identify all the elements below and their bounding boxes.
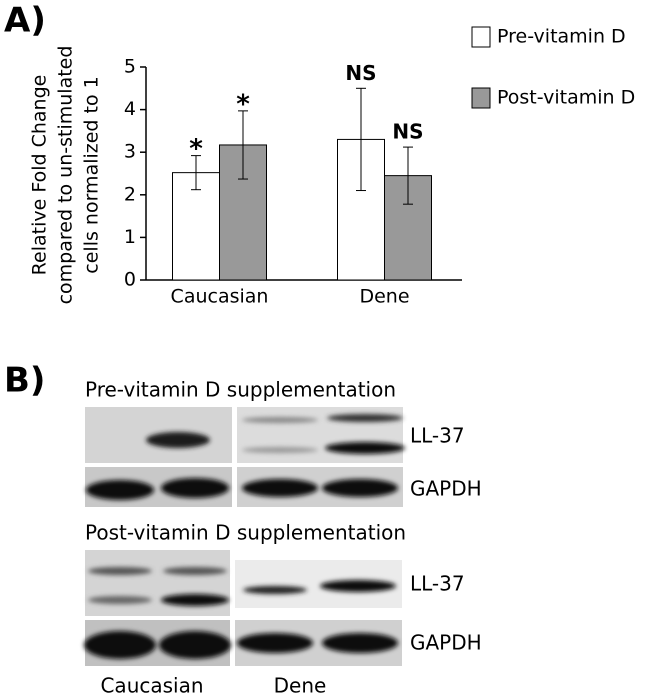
annotation: * [236,89,250,119]
band [242,447,318,453]
y-axis-label-line: cells normalized to 1 [81,76,103,273]
y-axis-label-line: compared to un-stimulated [55,46,77,305]
blot-panel [85,550,230,616]
band [86,480,154,500]
x-tick-label: Dene [359,286,409,308]
error-bar [238,110,248,180]
y-tick-label: 0 [124,269,136,291]
error-bar [403,146,413,205]
blot-title: Pre-vitamin D supplementation [85,378,396,402]
annotation: NS [345,61,376,85]
band [320,580,396,592]
blot-group-label: Dene [274,674,327,698]
band [88,567,152,575]
band [161,594,229,606]
y-axis-label-line: Relative Fold Change [29,75,51,276]
band [84,631,156,659]
band [161,478,229,498]
band [88,596,152,604]
legend-label: Post-vitamin D [497,87,635,109]
blot-row-label: GAPDH [410,477,482,501]
band [163,567,227,575]
panel-label: A) [4,1,46,41]
y-axis-label: Relative Fold Change compared to un-stim… [29,46,103,305]
band [322,479,398,497]
blot-title: Post-vitamin D supplementation [85,521,406,545]
blot-group-label: Caucasian [100,674,203,698]
y-tick-label: 5 [124,56,136,78]
blot-row-label: GAPDH [410,631,482,655]
y-tick-label: 1 [124,226,136,248]
legend-swatch [471,87,491,109]
band [237,633,313,653]
band [146,432,210,448]
y-tick-label: 2 [124,183,136,205]
x-tick-label: Caucasian [171,286,269,308]
y-tick-label: 4 [124,98,136,120]
band [325,442,405,454]
band [242,479,318,497]
error-bar [191,155,201,191]
blot-post [84,550,402,666]
y-tick-label: 3 [124,141,136,163]
panel-label: B) [4,361,45,401]
band [322,633,398,653]
band [159,631,231,659]
band [242,417,318,423]
blot-pre [85,407,405,507]
blot-row-label: LL-37 [410,572,465,596]
legend-swatch [471,26,491,48]
legend-label: Pre-vitamin D [497,26,626,48]
blot-row-label: LL-37 [410,424,465,448]
annotation: NS [392,120,423,144]
band [243,586,307,594]
band [327,414,403,422]
annotation: * [189,134,203,164]
bar [172,172,220,281]
error-bar [356,87,366,192]
